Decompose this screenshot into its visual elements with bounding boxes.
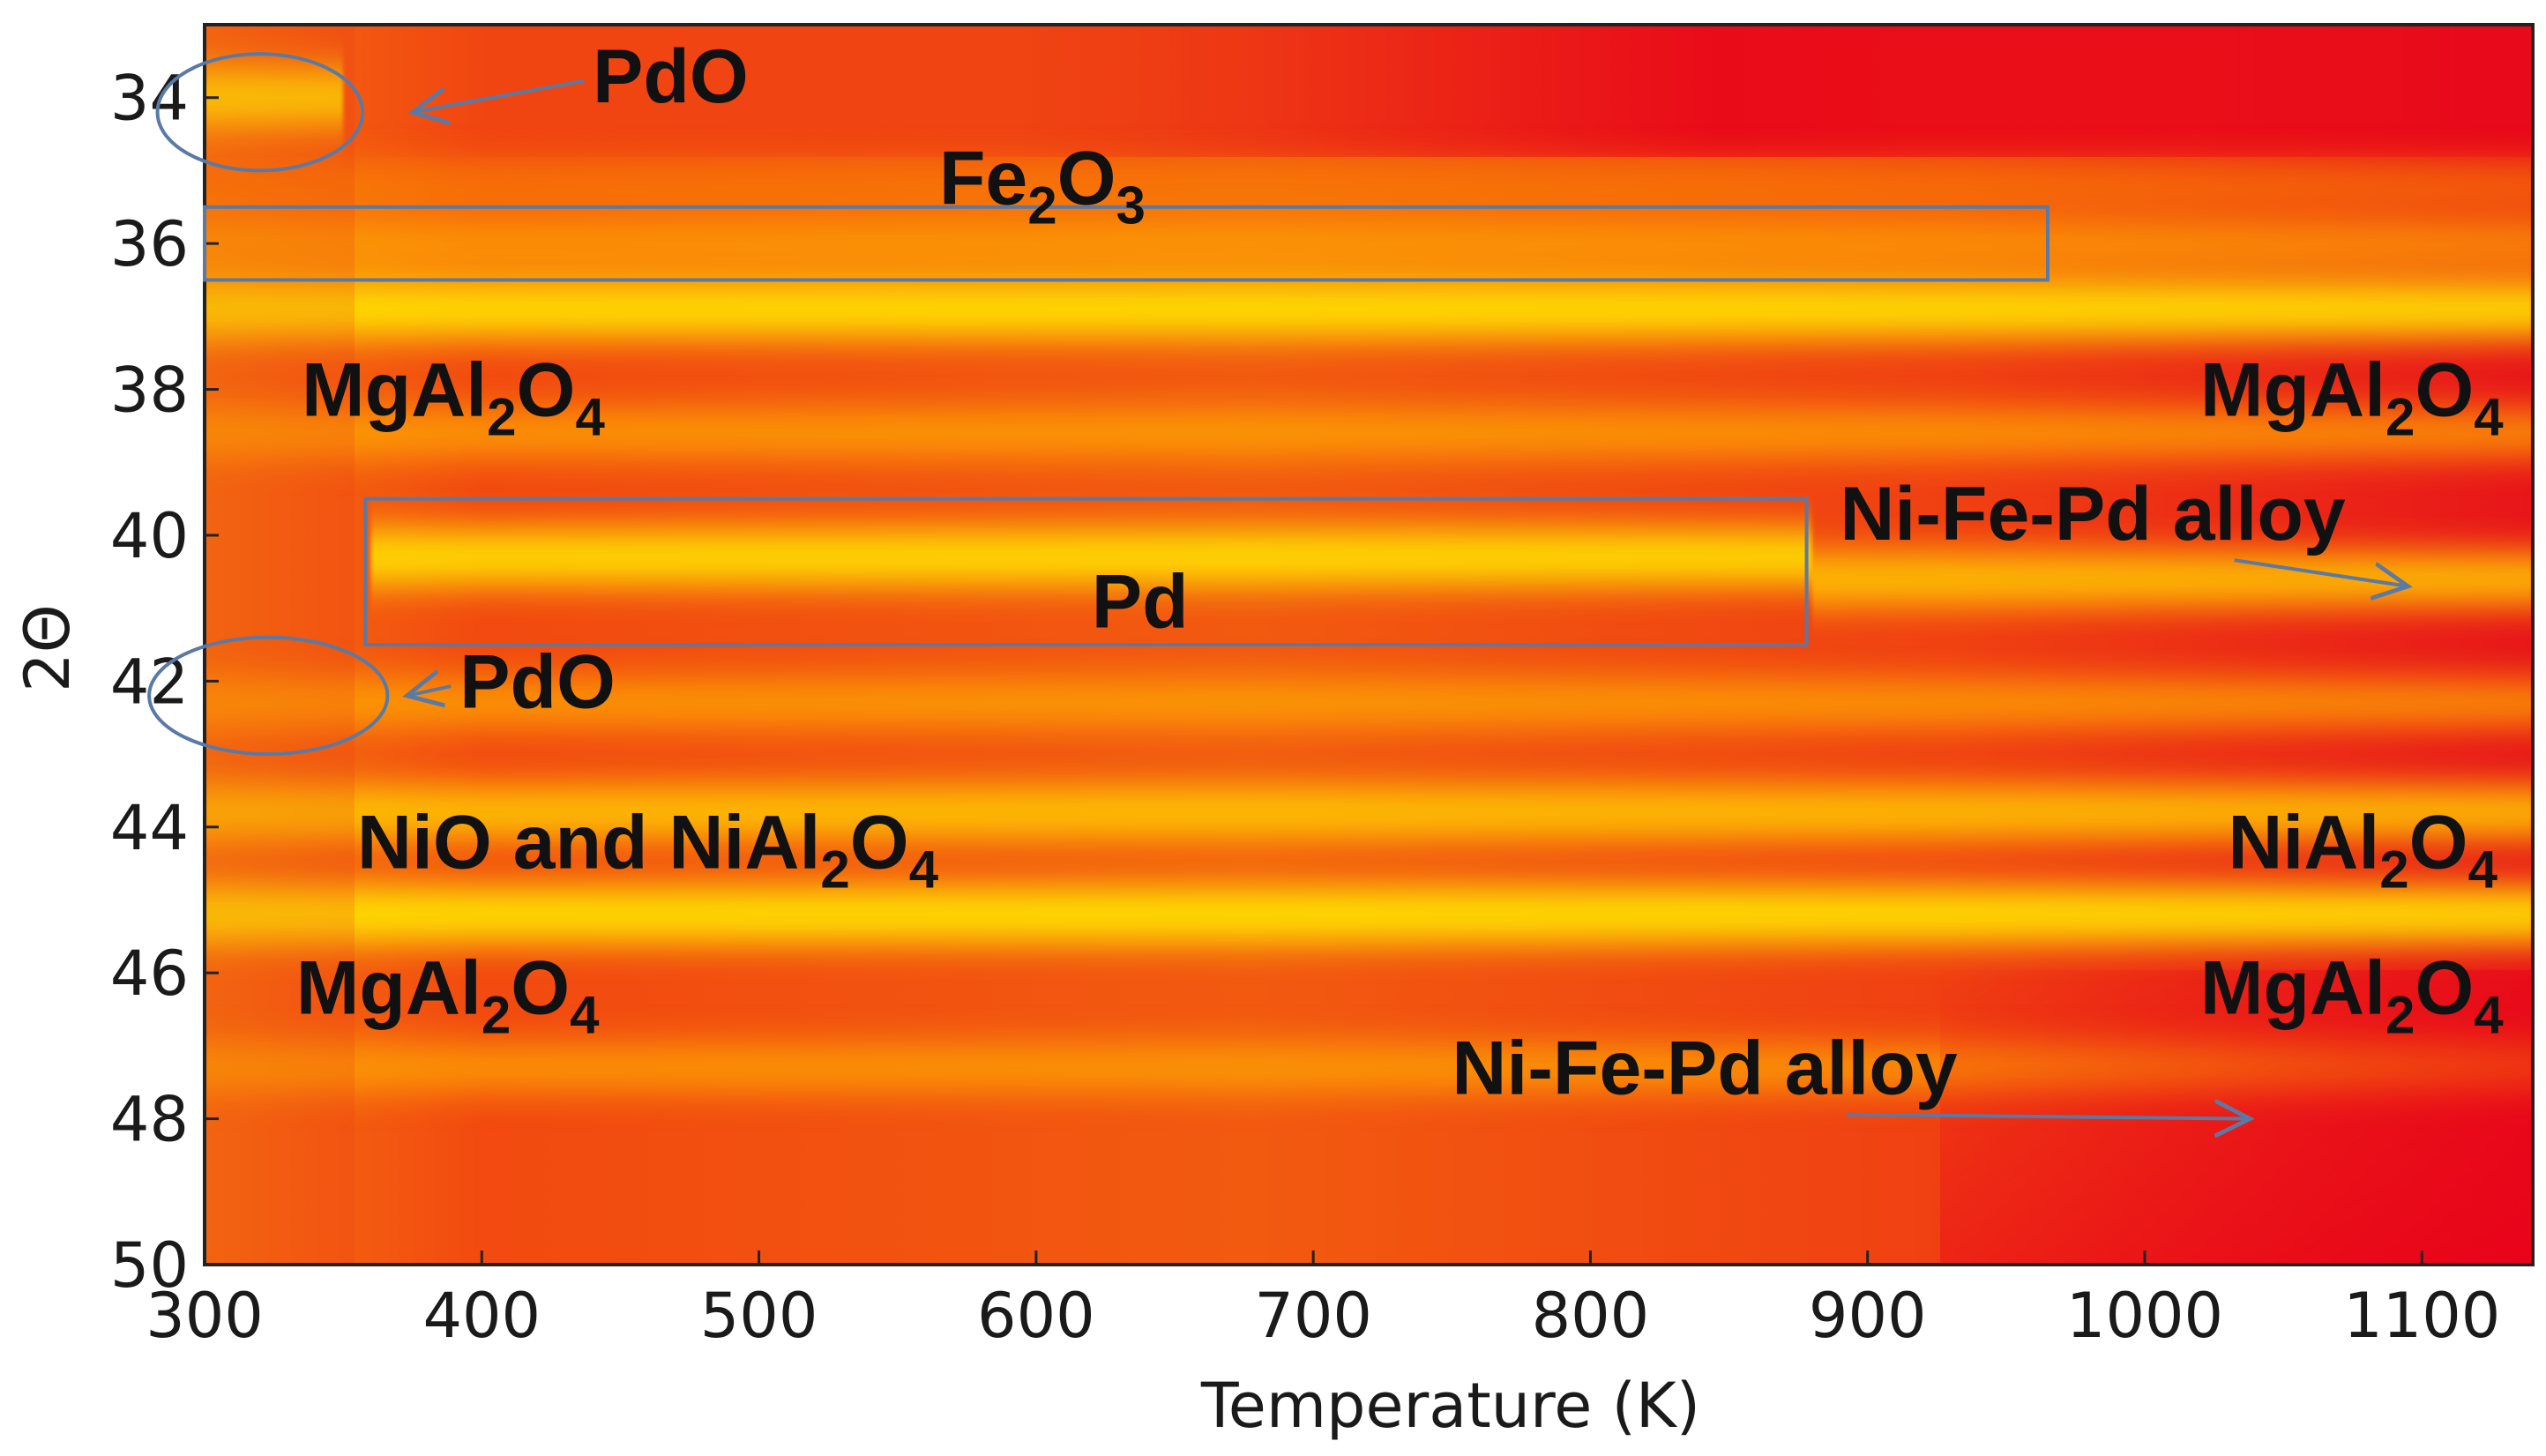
x-axis-ticks: 300 400 500 600 700 800 900 1000 1100 (146, 1251, 2500, 1352)
annotation-subscript: 2 (487, 388, 516, 447)
annotation-text: O (2409, 800, 2468, 885)
diffraction-band (205, 680, 2533, 726)
annotation-nio-nial2o4: NiO and NiAl2O4 (357, 800, 939, 899)
annotation-text: PdO (593, 34, 749, 119)
annotation-text: Ni-Fe-Pd alloy (1840, 472, 2346, 556)
y-tick-label: 34 (110, 63, 189, 135)
annotation-arrows (407, 78, 2408, 1119)
y-tick-label: 38 (110, 355, 189, 427)
diffraction-band (205, 410, 2533, 456)
annotation-pd: Pd (1092, 559, 1189, 644)
annotation-mgal2o4-left-2: MgAl2O4 (296, 946, 600, 1045)
annotation-fe2o3: Fe2O3 (939, 137, 1146, 235)
annotation-subscript: 3 (1116, 176, 1146, 235)
diffraction-band (205, 165, 2533, 205)
annotation-alloy-right-2: Ni-Fe-Pd alloy (1452, 1027, 1958, 1111)
y-axis-title: 2Θ (11, 604, 84, 692)
y-tick-label: 36 (110, 208, 189, 280)
diffraction-band (205, 70, 344, 126)
diffraction-band (370, 530, 1812, 585)
annotation-text: O (2415, 348, 2474, 433)
annotation-outlines (147, 52, 2049, 757)
x-tick-label: 800 (1532, 1280, 1650, 1352)
annotation-subscript: 4 (575, 388, 605, 447)
x-tick-label: 700 (1254, 1280, 1372, 1352)
annotation-subscript: 4 (909, 840, 939, 899)
annotation-pdo-bottom: PdO (459, 639, 616, 724)
annotation-text: NiAl (2228, 800, 2379, 885)
x-tick-label: 400 (422, 1280, 541, 1352)
annotation-subscript: 2 (1027, 176, 1056, 235)
y-tick-label: 50 (110, 1229, 189, 1302)
annotation-subscript: 2 (2385, 986, 2415, 1045)
annotation-subscript: 4 (2474, 986, 2504, 1045)
annotation-text: Pd (1092, 559, 1189, 644)
diffraction-band (205, 787, 2533, 839)
annotation-text: O (517, 348, 576, 433)
diffraction-band (205, 281, 2533, 337)
annotation-arrow (407, 686, 452, 696)
annotation-text: O (2415, 946, 2474, 1031)
annotation-mgal2o4-right-1: MgAl2O4 (2200, 348, 2504, 447)
annotation-text: PdO (459, 639, 616, 724)
annotation-text: O (1057, 137, 1116, 221)
annotation-text: MgAl (302, 348, 487, 433)
diffraction-band (1811, 553, 2533, 605)
fe2o3-box (203, 205, 2049, 282)
annotation-text: O (511, 946, 570, 1031)
annotation-alloy-right-1: Ni-Fe-Pd alloy (1840, 472, 2346, 556)
x-tick-label: 1100 (2343, 1280, 2500, 1352)
annotation-subscript: 2 (2385, 388, 2415, 447)
annotation-subscript: 4 (570, 986, 600, 1045)
pd-box (363, 497, 1809, 647)
annotation-subscript: 2 (820, 840, 849, 899)
x-axis-title: Temperature (K) (1200, 1370, 1700, 1442)
annotation-text: MgAl (2200, 348, 2385, 433)
annotation-text: O (850, 800, 909, 885)
annotation-pdo-top: PdO (593, 34, 749, 119)
x-tick-label: 600 (977, 1280, 1095, 1352)
annotation-text: Ni-Fe-Pd alloy (1452, 1027, 1958, 1111)
annotation-text: MgAl (296, 946, 482, 1031)
annotation-subscript: 4 (2474, 388, 2504, 447)
annotation-text: NiO and NiAl (357, 800, 821, 885)
annotation-mgal2o4-right-2: MgAl2O4 (2200, 946, 2504, 1045)
annotation-arrow (413, 78, 585, 113)
annotation-arrow (2234, 558, 2408, 586)
pdo-bottom-ellipse (147, 635, 390, 757)
annotation-arrow (1846, 1115, 2251, 1119)
annotation-nial2o4-right: NiAl2O4 (2228, 800, 2497, 899)
heatmap-top-red-region (205, 25, 2533, 157)
y-tick-label: 48 (110, 1084, 189, 1156)
x-tick-label: 500 (700, 1280, 818, 1352)
diffraction-bands (205, 70, 2533, 1090)
annotation-text: MgAl (2200, 946, 2385, 1031)
y-tick-label: 46 (110, 937, 189, 1010)
diffraction-band (205, 886, 2533, 943)
plot-area (205, 25, 2533, 1265)
annotation-subscript: 4 (2468, 840, 2498, 899)
pdo-top-ellipse (155, 52, 365, 173)
y-tick-label: 44 (110, 792, 189, 864)
annotation-text: Fe (939, 137, 1027, 221)
x-tick-label: 300 (146, 1280, 264, 1352)
annotation-subscript: 2 (2379, 840, 2408, 899)
diffraction-band (205, 220, 2533, 266)
annotation-mgal2o4-left-1: MgAl2O4 (302, 348, 605, 447)
y-tick-label: 40 (110, 500, 189, 572)
x-tick-label: 1000 (2066, 1280, 2223, 1352)
x-tick-label: 900 (1809, 1280, 1927, 1352)
annotation-subscript: 2 (482, 986, 511, 1045)
